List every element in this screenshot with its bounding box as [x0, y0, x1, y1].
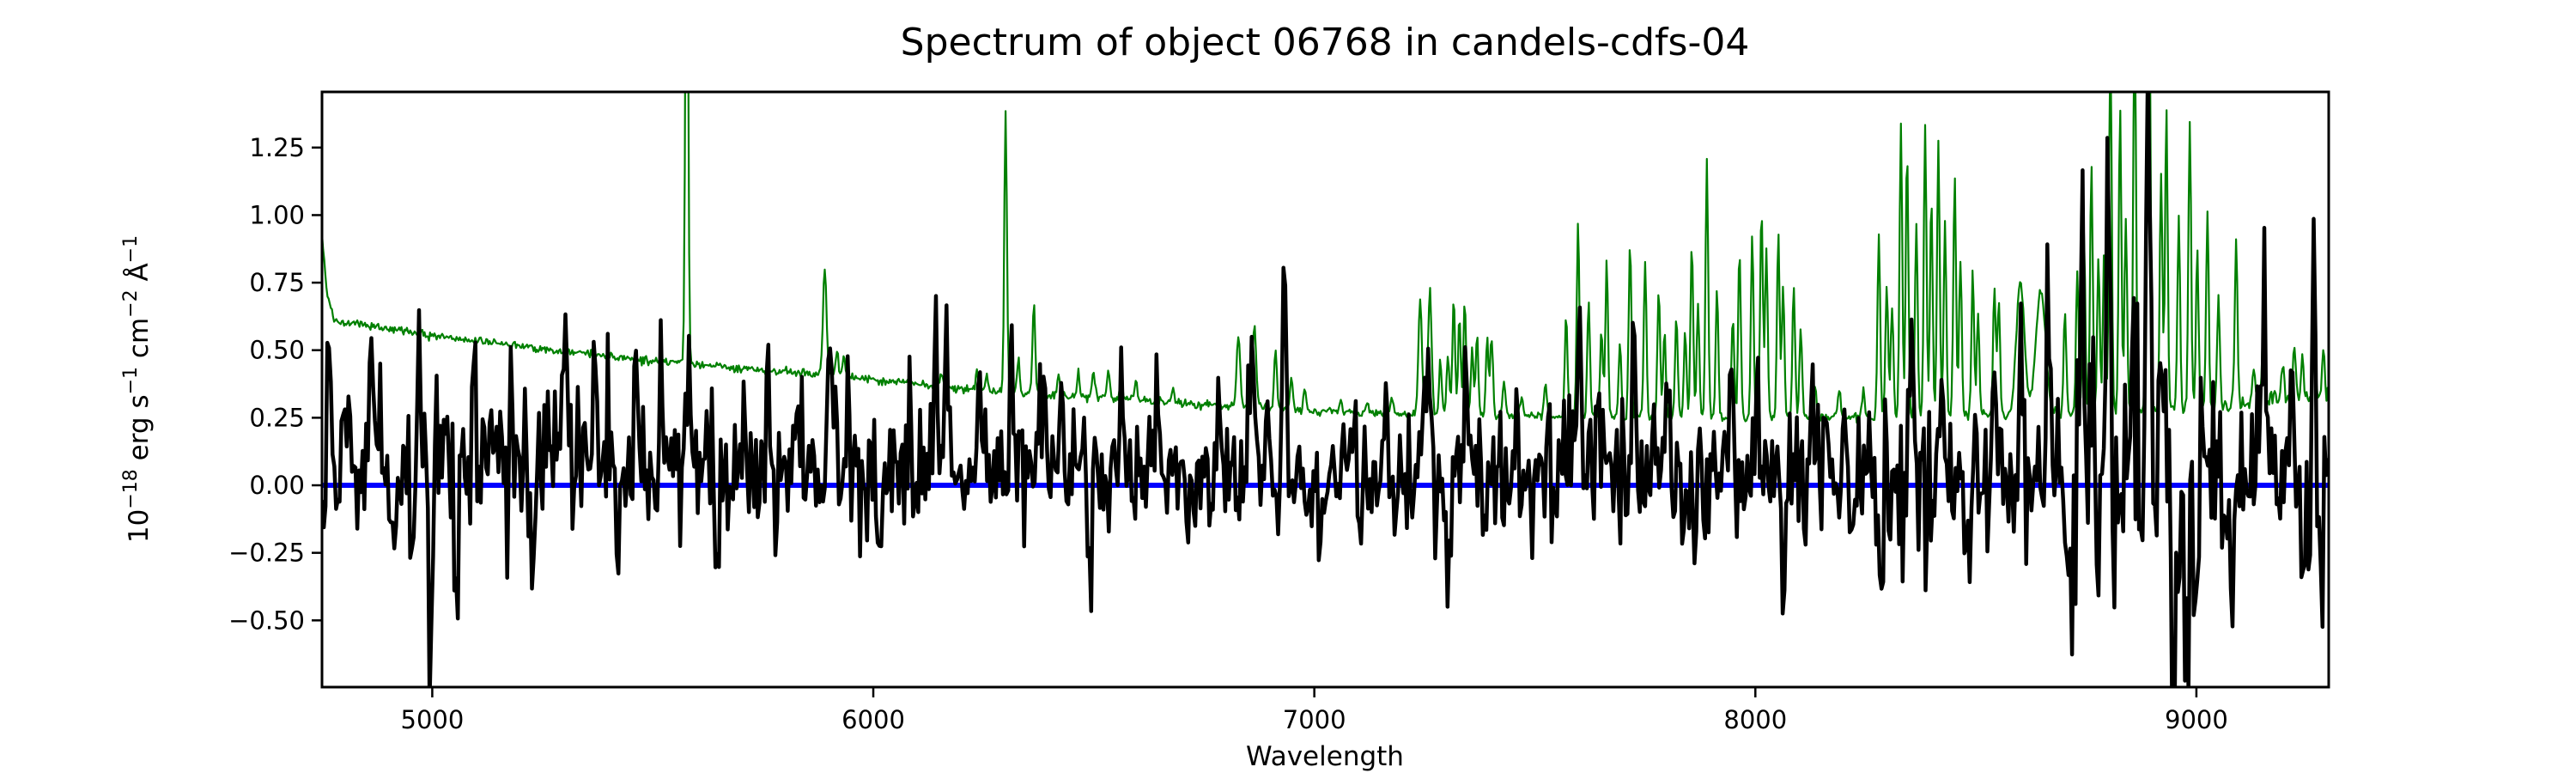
x-axis-label: Wavelength: [1246, 741, 1404, 772]
plot-title: Spectrum of object 06768 in candels-cdfs…: [901, 21, 1750, 64]
sky-noise-line: [322, 92, 2329, 424]
y-tick-label: 0.00: [249, 471, 305, 500]
plot-border: [320, 90, 2330, 689]
y-tick-label: 0.50: [249, 336, 305, 365]
y-tick-label: −0.50: [228, 606, 305, 635]
flux-line: [322, 92, 2329, 687]
y-tick-label: 0.25: [249, 403, 305, 432]
x-tick-label: 8000: [1723, 705, 1787, 734]
y-axis-label: 10−18 erg s−1 cm−2 Å−1: [120, 235, 155, 543]
series-layer: [322, 92, 2329, 687]
x-tick-label: 6000: [841, 705, 905, 734]
y-tick-label: 1.00: [249, 200, 305, 229]
x-tick-label: 9000: [2165, 705, 2228, 734]
y-tick-label: 1.25: [249, 133, 305, 162]
x-tick-label: 5000: [401, 705, 465, 734]
x-tick-label: 7000: [1283, 705, 1346, 734]
y-tick-label: 0.75: [249, 268, 305, 297]
axes-layer: 5000 6000 7000 8000 9000 1.25 1.00 0.75 0.50 0.25…: [228, 133, 2228, 734]
y-tick-label: −0.25: [228, 539, 305, 568]
